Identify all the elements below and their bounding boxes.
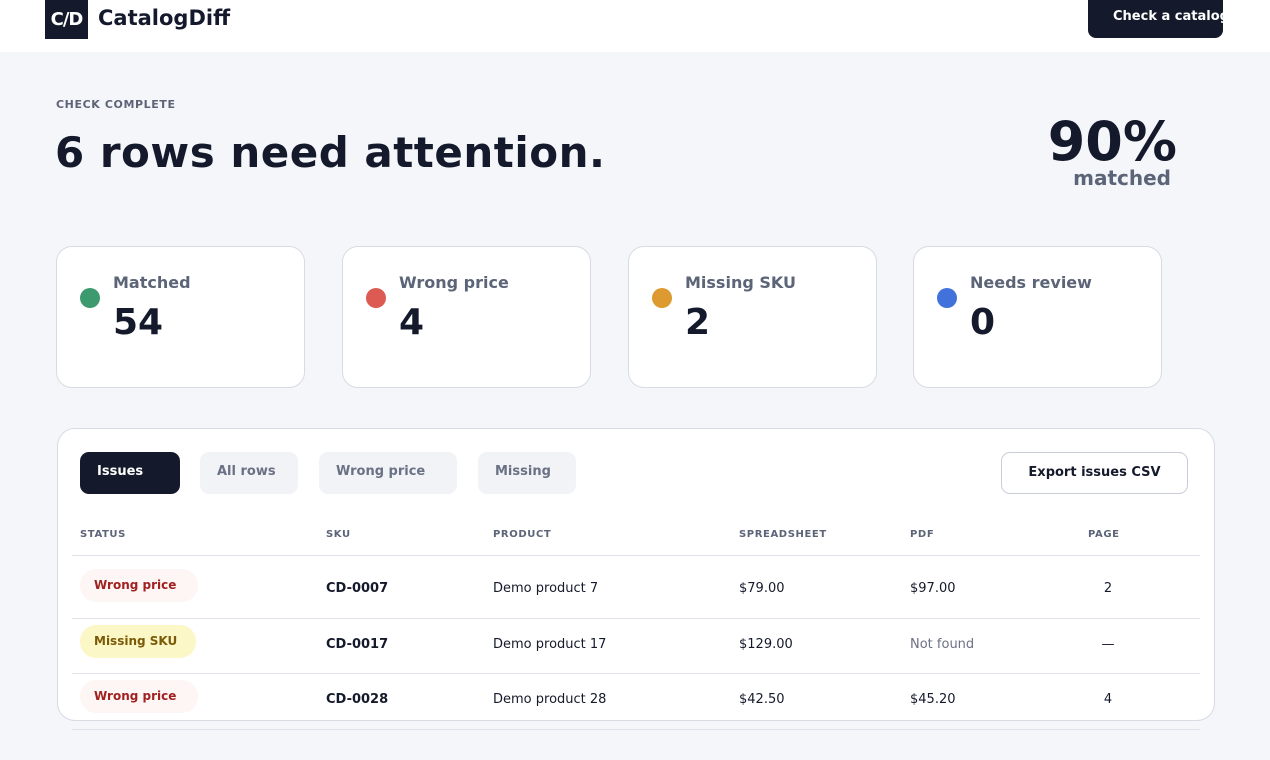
pdf-price-cell: Not found — [910, 637, 975, 652]
spreadsheet-price-cell: $42.50 — [739, 692, 785, 707]
column-header-status: STATUS — [80, 529, 126, 540]
column-header-product: PRODUCT — [493, 529, 552, 540]
stat-card-matched: Matched 54 — [56, 246, 305, 388]
stat-label: Wrong price — [399, 273, 509, 292]
product-cell: Demo product 17 — [493, 637, 607, 652]
product-cell: Demo product 7 — [493, 581, 599, 596]
tab-wrong-price[interactable]: Wrong price — [319, 452, 457, 494]
status-dot-icon — [366, 288, 386, 308]
stat-label: Missing SKU — [685, 273, 796, 292]
sku-cell: CD-0028 — [326, 692, 389, 707]
sku-cell: CD-0007 — [326, 581, 389, 596]
stat-label: Matched — [113, 273, 191, 292]
column-header-page: PAGE — [1088, 529, 1120, 540]
page-cell: 2 — [1103, 581, 1113, 596]
row-divider — [72, 673, 1200, 674]
match-percent: 90% — [1047, 110, 1177, 173]
pdf-price-cell: $97.00 — [910, 581, 956, 596]
status-badge: Wrong price — [80, 680, 198, 713]
product-cell: Demo product 28 — [493, 692, 607, 707]
stat-label: Needs review — [970, 273, 1092, 292]
tab-all-rows[interactable]: All rows — [200, 452, 298, 494]
status-badge: Missing SKU — [80, 625, 196, 658]
status-dot-icon — [937, 288, 957, 308]
status-dot-icon — [80, 288, 100, 308]
check-catalog-button[interactable]: Check a catalog — [1088, 0, 1223, 38]
tab-issues[interactable]: Issues — [80, 452, 180, 494]
table-row[interactable]: Wrong price CD-0007 Demo product 7 $79.0… — [58, 559, 1214, 614]
sku-cell: CD-0017 — [326, 637, 389, 652]
column-header-sku: SKU — [326, 529, 351, 540]
export-csv-button[interactable]: Export issues CSV — [1001, 452, 1188, 494]
match-label: matched — [1073, 166, 1171, 190]
results-panel: Issues All rows Wrong price Missing Expo… — [57, 428, 1215, 721]
status-dot-icon — [652, 288, 672, 308]
header-divider — [72, 555, 1200, 556]
column-header-spreadsheet: SPREADSHEET — [739, 529, 827, 540]
page-title: 6 rows need attention. — [55, 128, 606, 177]
stat-value: 4 — [399, 302, 425, 343]
column-header-pdf: PDF — [910, 529, 935, 540]
stat-value: 2 — [685, 302, 711, 343]
stat-card-missing-sku: Missing SKU 2 — [628, 246, 877, 388]
stat-value: 54 — [113, 302, 164, 343]
stat-card-wrong-price: Wrong price 4 — [342, 246, 591, 388]
stat-card-needs-review: Needs review 0 — [913, 246, 1162, 388]
top-bar: C/D CatalogDiff Check a catalog — [0, 0, 1270, 52]
page-cell: — — [1101, 637, 1115, 652]
table-bottom-divider — [72, 729, 1200, 730]
stat-value: 0 — [970, 302, 996, 343]
tab-missing[interactable]: Missing — [478, 452, 576, 494]
table-row[interactable]: Wrong price CD-0028 Demo product 28 $42.… — [58, 670, 1214, 720]
status-eyebrow: CHECK COMPLETE — [56, 98, 176, 111]
page-cell: 4 — [1103, 692, 1113, 707]
logo-icon: C/D — [45, 0, 88, 39]
pdf-price-cell: $45.20 — [910, 692, 956, 707]
status-badge: Wrong price — [80, 569, 198, 602]
app-name: CatalogDiff — [98, 6, 231, 30]
spreadsheet-price-cell: $129.00 — [739, 637, 793, 652]
table-row[interactable]: Missing SKU CD-0017 Demo product 17 $129… — [58, 615, 1214, 670]
spreadsheet-price-cell: $79.00 — [739, 581, 785, 596]
row-divider — [72, 618, 1200, 619]
